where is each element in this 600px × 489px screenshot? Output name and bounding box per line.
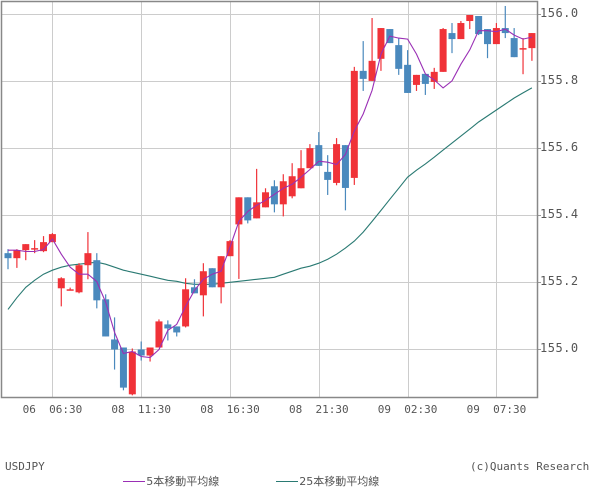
candle xyxy=(13,250,21,259)
candle xyxy=(306,148,314,169)
candle xyxy=(119,347,127,388)
candle xyxy=(111,339,119,350)
x-tick-label: 08 21:30 xyxy=(288,403,349,416)
candle xyxy=(244,197,252,221)
y-tick-label: 156.0 xyxy=(540,6,579,20)
candle xyxy=(297,168,305,189)
candle xyxy=(333,144,341,183)
candle xyxy=(57,278,65,289)
candle xyxy=(235,197,243,225)
candle xyxy=(40,242,48,252)
candle xyxy=(4,253,12,259)
candle xyxy=(75,265,83,293)
y-tick-label: 155.4 xyxy=(540,206,579,221)
candle xyxy=(510,38,518,58)
candle xyxy=(475,16,483,35)
candle xyxy=(288,176,296,197)
candle xyxy=(22,244,30,251)
candle xyxy=(128,351,136,395)
ma25-swatch xyxy=(276,480,299,482)
candle xyxy=(404,64,412,93)
candle xyxy=(84,253,92,266)
y-tick-label: 155.2 xyxy=(540,273,579,288)
candle xyxy=(519,48,527,50)
candle xyxy=(146,347,154,356)
candle xyxy=(421,73,429,84)
candle xyxy=(324,171,332,180)
y-tick-label: 155.8 xyxy=(540,72,579,87)
copyright: (c)Quants Research xyxy=(470,460,590,473)
candle xyxy=(279,181,287,205)
candles xyxy=(4,5,536,396)
candle xyxy=(182,289,190,327)
candle xyxy=(368,60,376,81)
candle xyxy=(173,326,181,333)
candle xyxy=(155,321,163,348)
candle xyxy=(501,28,509,34)
candle xyxy=(93,260,101,301)
candle xyxy=(377,28,385,59)
x-tick-label: 09 02:30 xyxy=(377,403,438,416)
candle xyxy=(66,289,74,291)
candle xyxy=(341,145,349,188)
y-tick-label: 155.0 xyxy=(540,340,579,355)
ma25-label: 25本移動平均線 xyxy=(299,475,380,488)
candle xyxy=(412,74,420,85)
x-tick-label: 06 06:30 xyxy=(22,403,83,416)
chart-frame xyxy=(0,0,539,399)
candle xyxy=(484,29,492,45)
x-tick-label: 08 11:30 xyxy=(111,403,171,416)
candle xyxy=(48,234,56,243)
symbol-label: USDJPY xyxy=(5,460,45,473)
candle xyxy=(164,324,172,329)
ma5-line xyxy=(8,28,533,359)
candle xyxy=(439,29,447,72)
candle xyxy=(492,28,500,45)
candle xyxy=(31,248,39,250)
candle xyxy=(466,15,474,22)
ma5-label: 5本移動平均線 xyxy=(146,475,220,488)
candle xyxy=(199,271,207,296)
candle xyxy=(270,186,278,205)
candle xyxy=(457,23,465,40)
candle xyxy=(528,33,536,49)
candle xyxy=(350,70,358,178)
candlestick-chart xyxy=(0,0,541,399)
candle xyxy=(359,70,367,79)
candle xyxy=(253,202,261,219)
x-tick-label: 08 16:30 xyxy=(200,403,260,416)
candle xyxy=(448,33,456,40)
candle xyxy=(430,71,438,82)
ma25-line xyxy=(7,87,533,310)
chart-grid xyxy=(1,1,541,397)
candle xyxy=(315,145,323,166)
candle xyxy=(137,349,145,356)
x-tick-label: 09 07:30 xyxy=(466,403,527,416)
candle xyxy=(102,299,110,337)
candle xyxy=(208,268,216,288)
ma5-swatch xyxy=(123,480,146,482)
y-tick-label: 155.6 xyxy=(540,139,579,154)
candle xyxy=(395,45,403,69)
